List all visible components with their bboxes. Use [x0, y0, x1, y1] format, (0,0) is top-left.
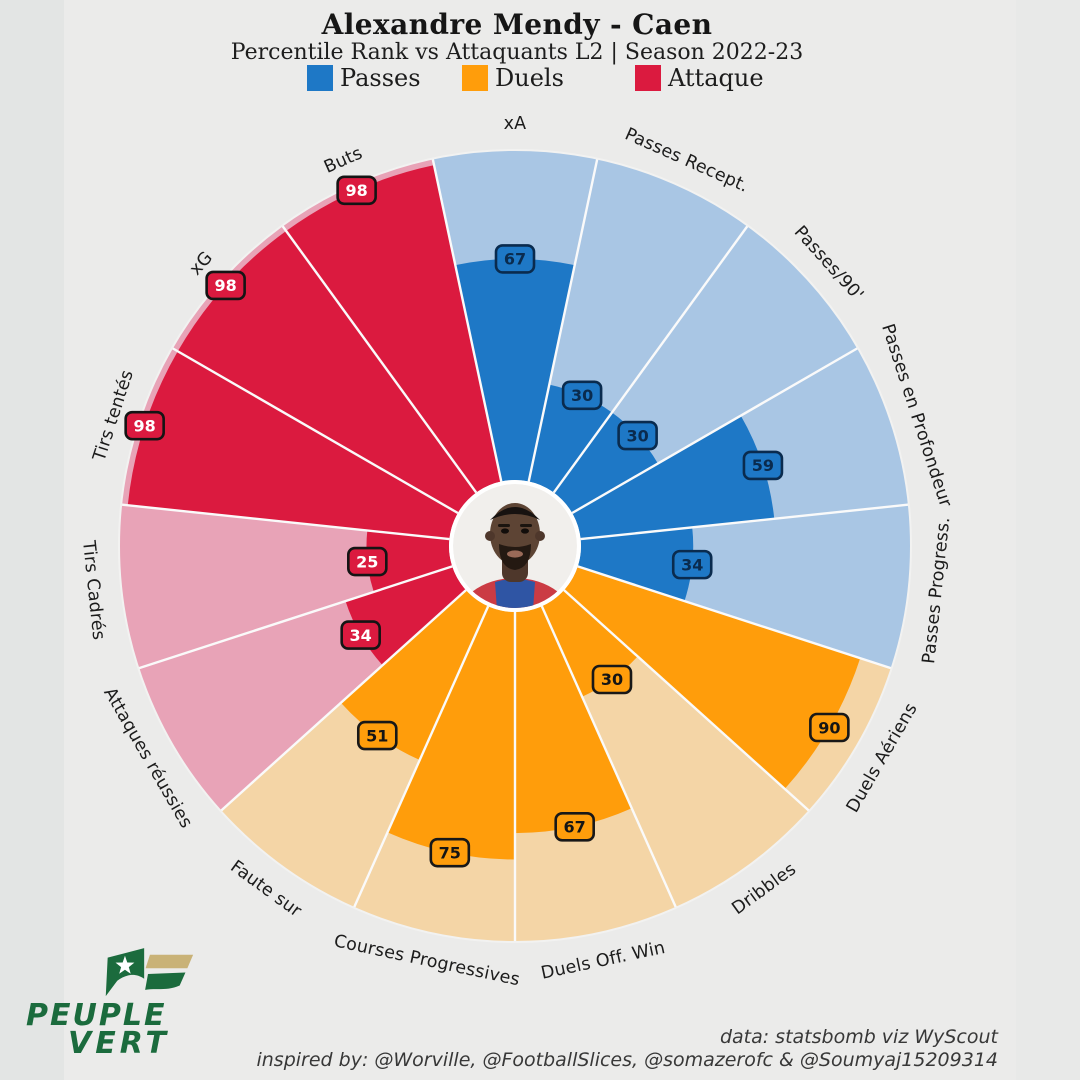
slice-divider	[352, 605, 490, 909]
value-badge-Buts: 98	[336, 175, 377, 206]
slice-value-Passes Recept.	[528, 384, 612, 493]
value-badge-Courses Progressives: 75	[429, 837, 471, 868]
value-badge-Tirs Cadrés: 25	[347, 546, 388, 577]
slice-divider	[281, 224, 478, 494]
slice-value-Tirs Cadrés	[366, 530, 453, 592]
legend-label-passes: Passes	[340, 64, 421, 92]
category-label-xA: xA	[504, 114, 527, 134]
svg-text:75: 75	[439, 843, 461, 862]
slice-divider	[552, 224, 749, 494]
right-margin-strip	[1016, 0, 1080, 1080]
slice-divider	[527, 158, 599, 482]
credit-inspired-by: inspired by: @Worville, @FootballSlices,…	[256, 1049, 998, 1071]
slice-divider	[171, 346, 459, 515]
legend-item-passes: Passes	[307, 64, 421, 92]
svg-text:34: 34	[681, 555, 703, 574]
legend-label-duels: Duels	[495, 64, 564, 92]
legend-item-attaque: Attaque	[635, 64, 764, 92]
credits: data: statsbomb viz WyScout inspired by:…	[256, 1026, 998, 1072]
svg-text:98: 98	[345, 181, 367, 200]
slice-value-xA	[455, 258, 575, 482]
slice-value-Passes en Profondeur	[572, 415, 775, 540]
flag-star-icon	[115, 955, 135, 974]
svg-text:30: 30	[601, 670, 623, 689]
flag-gold-stripe	[145, 954, 194, 969]
slice-divider	[431, 158, 503, 482]
logo-text-peuple: PEUPLE	[26, 998, 167, 1033]
category-label-Tirs Cadrés: Tirs Cadrés	[78, 539, 108, 641]
legend-label-attaque: Attaque	[668, 64, 764, 92]
value-badge-Duels Off. Win: 67	[554, 812, 595, 842]
slice-value-Faute sur	[340, 590, 489, 761]
flag-green-stripe	[145, 972, 186, 990]
slice-divider	[571, 346, 859, 515]
svg-text:25: 25	[356, 552, 378, 571]
slice-value-Buts	[286, 165, 502, 493]
value-badge-Duels Aériens: 90	[809, 712, 850, 743]
category-label-Passes Progress.: Passes Progress.	[919, 516, 954, 665]
slice-divider	[219, 589, 467, 812]
svg-text:34: 34	[350, 626, 372, 645]
slice-value-Passes Progress.	[577, 527, 694, 602]
outer-rim	[118, 149, 912, 943]
value-badge-Passes/90': 30	[617, 420, 658, 451]
flag-banner	[105, 948, 145, 997]
svg-text:67: 67	[504, 250, 526, 269]
svg-text:67: 67	[564, 818, 586, 837]
value-badge-Faute sur: 51	[356, 720, 398, 751]
slice-divider	[577, 565, 892, 670]
slice-divider	[138, 565, 453, 670]
svg-text:30: 30	[626, 426, 648, 445]
value-badge-xA: 67	[494, 244, 536, 274]
credit-data-source: data: statsbomb viz WyScout	[719, 1026, 998, 1048]
logo-text-vert: VERT	[68, 1026, 170, 1061]
value-badge-Attaques réussies: 34	[340, 620, 381, 650]
slice-value-xG	[177, 230, 477, 513]
page-title: Alexandre Mendy - Caen	[321, 8, 713, 41]
page-subtitle: Percentile Rank vs Attaquants L2 | Seaso…	[230, 40, 804, 65]
value-badge-Passes Progress.: 34	[671, 549, 713, 580]
slice-value-Duels Off. Win	[515, 606, 632, 834]
value-badge-Passes Recept.: 30	[561, 380, 603, 411]
svg-text:98: 98	[134, 416, 156, 435]
slice-divider	[563, 589, 811, 812]
category-label-Buts: Buts	[321, 143, 366, 177]
svg-text:90: 90	[818, 718, 840, 737]
slice-value-Duels Aériens	[564, 566, 861, 789]
value-badge-Tirs tentés: 98	[124, 410, 165, 441]
left-margin-strip	[0, 0, 64, 1080]
peuple-vert-logo: PEUPLE VERT	[0, 938, 230, 1068]
slice-divider	[580, 503, 909, 541]
slice-value-Courses Progressives	[387, 606, 515, 860]
svg-text:30: 30	[571, 386, 593, 405]
svg-text:59: 59	[752, 456, 774, 475]
slice-value-Tirs tentés	[127, 351, 458, 540]
legend-item-duels: Duels	[462, 64, 564, 92]
category-label-Duels Off. Win: Duels Off. Win	[539, 938, 667, 984]
slice-divider	[540, 605, 678, 909]
flag-icon	[105, 948, 194, 997]
legend-swatch-passes	[307, 65, 333, 91]
value-badge-Passes en Profondeur: 59	[742, 450, 784, 481]
legend-swatch-attaque	[635, 65, 661, 91]
value-badge-xG: 98	[205, 270, 246, 301]
slice-divider	[121, 503, 450, 541]
svg-text:51: 51	[366, 726, 388, 745]
svg-text:98: 98	[214, 276, 236, 295]
value-badge-Dribbles: 30	[591, 664, 633, 695]
legend-swatch-duels	[462, 65, 488, 91]
